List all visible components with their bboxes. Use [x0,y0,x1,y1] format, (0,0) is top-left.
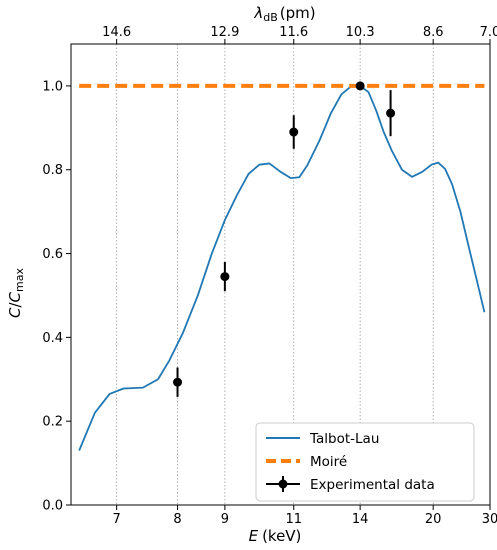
x-tick-label-20: 20 [425,512,442,527]
x-axis-label: E (keV) [249,527,302,545]
x-tick-label-9: 9 [221,512,229,527]
y-tick-label-3: 0.6 [42,247,63,262]
top-tick-label-5: 7.0 [480,25,497,40]
y-tick-label-1: 0.2 [42,415,63,430]
y-axis: 0.0 0.2 0.4 0.6 0.8 1.0 [42,79,71,514]
plot-frame [70,43,491,506]
y-axis-label: C/Cmax [6,268,26,318]
plot-border [70,43,491,506]
top-tick-label-2: 11.6 [279,25,308,40]
x-tick-label-8: 8 [173,512,181,527]
series-layer [78,81,486,451]
x-tick-label-11: 11 [285,512,302,527]
legend-label-talbot-lau: Talbot-Lau [309,431,379,447]
data-point-1 [220,272,230,282]
top-tick-label-4: 8.6 [423,25,444,40]
x-tick-label-7: 7 [113,512,121,527]
x-tick-label-30: 30 [482,512,497,527]
x-axis: 7 8 9 11 14 20 30 [113,505,497,527]
data-point-2 [289,127,299,137]
top-tick-label-3: 10.3 [346,25,375,40]
top-tick-label-0: 14.6 [102,25,131,40]
data-point-0 [173,377,183,387]
x-tick-label-14: 14 [352,512,369,527]
legend: Talbot-Lau Moiré Experimental data [255,422,475,502]
top-tick-label-1: 12.9 [210,25,239,40]
y-tick-label-5: 1.0 [42,79,63,94]
y-tick-label-4: 0.8 [42,163,63,178]
legend-swatch-experimental-marker [278,479,288,489]
data-point-3 [355,81,365,91]
y-tick-label-2: 0.4 [42,331,63,346]
series-line-talbot-lau [78,85,486,451]
legend-box [255,422,475,502]
top-axis: 14.6 12.9 11.6 10.3 8.6 7.0 [102,25,497,44]
legend-label-experimental: Experimental data [310,477,435,493]
y-tick-label-0: 0.0 [42,499,63,514]
legend-label-moire: Moiré [310,454,347,470]
top-axis-label: λdB (pm) [253,4,315,24]
data-point-4 [386,108,396,118]
